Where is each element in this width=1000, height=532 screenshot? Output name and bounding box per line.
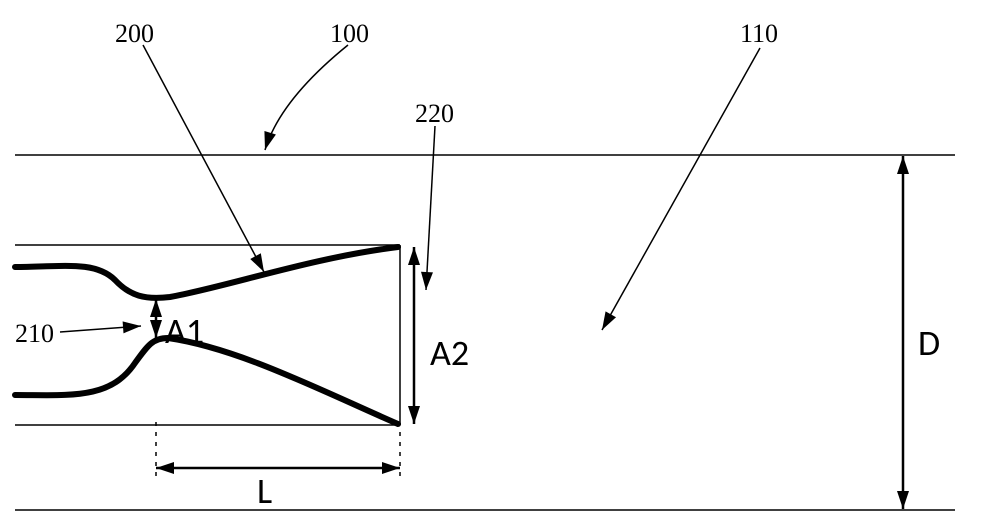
- ref-210-label: 210: [15, 319, 54, 349]
- diagram-stage: 200 100 110 220 210 A1 A2 L D: [0, 0, 1000, 532]
- ref-200-label: 200: [115, 19, 154, 49]
- ref-100-label: 100: [330, 19, 369, 49]
- dim-l-label: L: [257, 469, 272, 513]
- ref-220-label: 220: [415, 99, 454, 129]
- dim-d-label: D: [918, 321, 940, 365]
- dim-a2-label: A2: [430, 331, 469, 375]
- ref-110-label: 110: [740, 19, 778, 49]
- dim-a1-label: A1: [165, 309, 204, 353]
- diagram-svg: [0, 0, 1000, 532]
